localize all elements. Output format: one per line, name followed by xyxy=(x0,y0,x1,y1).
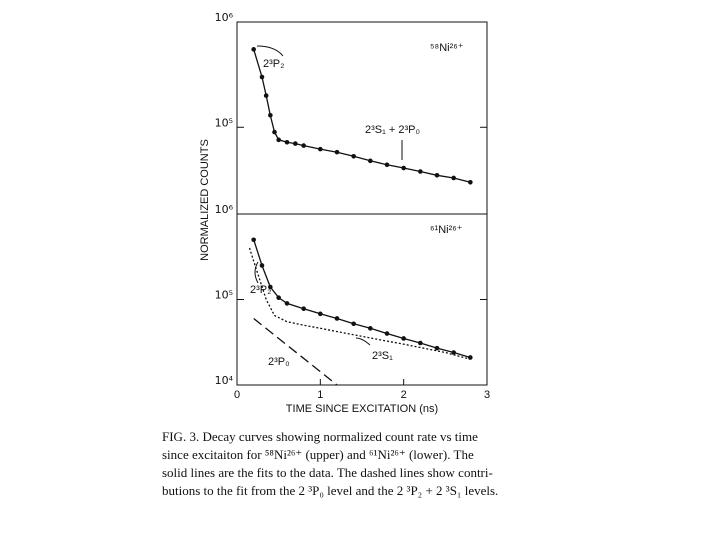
data-point xyxy=(434,345,440,351)
y-tick-label: 10⁴ xyxy=(215,374,234,387)
y-tick-label: 10⁶ xyxy=(215,11,234,24)
series-line xyxy=(253,49,471,183)
data-point xyxy=(301,306,306,312)
data-point xyxy=(259,263,265,268)
data-point xyxy=(263,93,269,98)
data-point xyxy=(318,311,323,317)
annotation-arrow xyxy=(256,45,284,57)
annotation: ⁶¹Ni²⁶⁺ xyxy=(430,224,463,236)
annotation: 2³S₁ xyxy=(372,350,393,362)
data-point xyxy=(272,129,277,135)
annotation-arrow xyxy=(355,337,371,346)
data-point xyxy=(334,149,340,155)
data-point xyxy=(384,162,390,168)
data-point xyxy=(268,284,273,290)
caption-line: butions to the fit from the 2 ³P₀ level … xyxy=(162,483,498,498)
data-point xyxy=(259,74,265,80)
annotation: 2³P₂ xyxy=(263,58,284,70)
data-point xyxy=(418,169,423,174)
data-point xyxy=(351,153,356,159)
data-point xyxy=(418,340,423,346)
data-point xyxy=(368,326,373,331)
data-point xyxy=(384,331,390,336)
x-axis-label: TIME SINCE EXCITATION (ns) xyxy=(286,403,438,415)
data-point xyxy=(268,112,273,118)
annotation: 2³P₀ xyxy=(268,356,290,368)
y-tick-label: 10⁵ xyxy=(215,116,233,129)
annotation: 2³S₁ + 2³P₀ xyxy=(365,124,420,136)
series-line xyxy=(248,247,471,360)
y-tick-label: 10⁵ xyxy=(215,289,233,302)
data-point xyxy=(451,175,456,181)
data-point xyxy=(276,137,281,143)
caption-line: solid lines are the fits to the data. Th… xyxy=(162,465,493,480)
data-point xyxy=(293,141,298,146)
data-point xyxy=(251,47,256,52)
series-line xyxy=(253,317,338,386)
annotation: 2³P₂ xyxy=(250,284,271,296)
data-point xyxy=(351,321,356,327)
annotation: ⁵⁸Ni²⁶⁺ xyxy=(430,42,464,54)
x-tick-label: 2 xyxy=(401,389,407,401)
data-point xyxy=(434,172,440,178)
x-tick-label: 3 xyxy=(484,389,490,401)
caption-line: FIG. 3. Decay curves showing normalized … xyxy=(162,429,478,444)
data-point xyxy=(284,301,290,306)
caption-line: since excitaiton for ⁵⁸Ni²⁶⁺ (upper) and… xyxy=(162,447,474,462)
y-tick-label: 10⁶ xyxy=(215,203,234,216)
data-point xyxy=(368,158,373,164)
x-tick-label: 0 xyxy=(234,389,240,401)
x-tick-label: 1 xyxy=(317,389,323,401)
data-point xyxy=(251,237,256,243)
y-axis-label: NORMALIZED COUNTS xyxy=(199,139,211,261)
data-point xyxy=(451,350,456,355)
data-point xyxy=(301,143,306,148)
data-point xyxy=(334,316,340,321)
data-point xyxy=(468,180,473,185)
data-point xyxy=(276,295,281,300)
series-line xyxy=(253,239,471,359)
data-point xyxy=(401,336,406,341)
data-point xyxy=(401,165,406,171)
data-point xyxy=(318,146,323,152)
data-point xyxy=(284,139,290,145)
annotation-arrow xyxy=(254,261,259,284)
